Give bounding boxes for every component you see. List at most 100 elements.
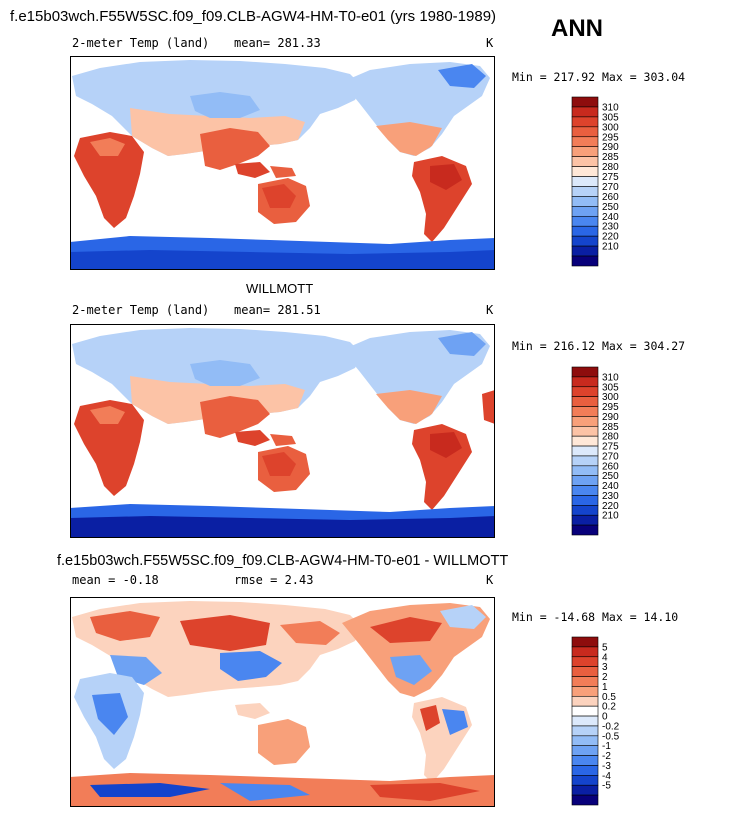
- colorbar-cell: [571, 116, 599, 128]
- colorbar-cell: [571, 636, 599, 648]
- colorbar-cell: [571, 676, 599, 687]
- colorbar-cell: [571, 445, 599, 457]
- colorbar-tick-label: 240: [602, 212, 619, 223]
- map-obs: [70, 324, 495, 538]
- season-label: ANN: [551, 15, 603, 42]
- colorbar-cell: [571, 166, 599, 177]
- colorbar-cell: [571, 255, 599, 267]
- colorbar-tick-label: 295: [602, 402, 619, 413]
- panel-model-minmax: Min = 217.92 Max = 303.04: [512, 70, 686, 84]
- colorbar-cell: [571, 225, 599, 237]
- colorbar-tick-label: 210: [602, 511, 619, 522]
- colorbar-cell: [571, 705, 599, 717]
- map-diff-frame: [70, 597, 495, 807]
- colorbar-tick-label: -0.2: [602, 721, 620, 732]
- panel-obs-minmax: Min = 216.12 Max = 304.27: [512, 339, 686, 353]
- panel-obs-units: K: [486, 303, 494, 317]
- colorbar-tick-label: -2: [602, 751, 611, 762]
- colorbar-cell: [571, 156, 599, 167]
- colorbar-tick-label: 285: [602, 152, 619, 163]
- colorbar-tick-label: 230: [602, 222, 619, 233]
- colorbar-tick-label: 250: [602, 471, 619, 482]
- map-diff: [70, 597, 495, 807]
- colorbar-cell: [571, 495, 599, 506]
- colorbar-cell: [571, 96, 599, 108]
- colorbar-obs: 3103053002952902852802752702602502402302…: [571, 366, 619, 536]
- colorbar-tick-label: 275: [602, 172, 619, 183]
- colorbar-cell: [571, 126, 599, 138]
- panel-obs-title: WILLMOTT: [246, 281, 314, 296]
- colorbar-tick-label: 305: [602, 112, 619, 123]
- colorbar-cell: [571, 386, 599, 397]
- colorbar-tick-label: 300: [602, 122, 619, 133]
- colorbar-cell: [571, 406, 599, 417]
- colorbar-tick-label: 310: [602, 102, 619, 113]
- colorbar-tick-label: 295: [602, 132, 619, 143]
- colorbar-cell: [571, 435, 599, 447]
- colorbar-cell: [571, 715, 599, 727]
- colorbar-cell: [571, 765, 599, 776]
- colorbar-cell: [571, 176, 599, 187]
- colorbar-tick-label: 220: [602, 232, 619, 243]
- panel-diff-minmax: Min = -14.68 Max = 14.10: [512, 610, 679, 624]
- colorbar-cell: [571, 695, 599, 707]
- colorbar-cell: [571, 136, 599, 148]
- colorbar-tick-label: 0: [602, 712, 608, 723]
- colorbar-cell: [571, 245, 599, 257]
- land-diff: [70, 601, 495, 807]
- colorbar-cell: [571, 465, 599, 477]
- colorbar-tick-label: 270: [602, 182, 619, 193]
- land-obs: [70, 328, 495, 538]
- colorbar-cell: [571, 416, 599, 427]
- colorbar-cell: [571, 646, 599, 658]
- panel-model-variable: 2-meter Temp (land): [72, 36, 210, 50]
- panel-model-units: K: [486, 36, 494, 50]
- colorbar-cell: [571, 524, 599, 536]
- colorbar-tick-label: 285: [602, 422, 619, 433]
- panel-obs-variable: 2-meter Temp (land): [72, 303, 210, 317]
- panel-obs-mean: mean= 281.51: [234, 303, 321, 317]
- colorbar-cell: [571, 146, 599, 157]
- colorbar-tick-label: 280: [602, 432, 619, 443]
- colorbar-cell: [571, 425, 599, 437]
- colorbar-tick-label: -4: [602, 771, 611, 782]
- colorbar-cell: [571, 794, 599, 806]
- colorbar-cell: [571, 735, 599, 747]
- colorbar-tick-label: 290: [602, 412, 619, 423]
- colorbar-cell: [571, 475, 599, 486]
- colorbar-cell: [571, 235, 599, 247]
- colorbar-tick-label: 290: [602, 142, 619, 153]
- map-model: [70, 56, 495, 270]
- colorbar-tick-label: 3: [602, 662, 608, 673]
- colorbar-tick-label: -5: [602, 781, 611, 792]
- colorbar-tick-label: 275: [602, 442, 619, 453]
- panel-model-mean: mean= 281.33: [234, 36, 321, 50]
- colorbar-cell: [571, 186, 599, 197]
- colorbar-tick-label: 300: [602, 392, 619, 403]
- colorbar-cell: [571, 106, 599, 118]
- map-model-frame: [70, 56, 495, 270]
- colorbar-cell: [571, 784, 599, 796]
- colorbar-tick-label: 0.5: [602, 692, 616, 703]
- colorbar-tick-label: 310: [602, 372, 619, 383]
- colorbar-cell: [571, 396, 599, 407]
- panel-diff-rmse: rmse = 2.43: [234, 573, 314, 587]
- colorbar-cell: [571, 514, 599, 526]
- colorbar-tick-label: 240: [602, 481, 619, 492]
- colorbar-tick-label: -3: [602, 761, 611, 772]
- colorbar-cell: [571, 775, 599, 786]
- panel-diff-units: K: [486, 573, 494, 587]
- colorbar-tick-label: 210: [602, 242, 619, 253]
- colorbar-tick-label: 2: [602, 672, 608, 683]
- colorbar-tick-label: 1: [602, 682, 608, 693]
- colorbar-tick-label: 250: [602, 202, 619, 213]
- colorbar-cell: [571, 196, 599, 207]
- colorbar-cell: [571, 686, 599, 697]
- map-obs-frame: [70, 324, 495, 538]
- colorbar-cell: [571, 206, 599, 217]
- colorbar-tick-label: -1: [602, 741, 611, 752]
- colorbar-model: 3103053002952902852802752702602502402302…: [571, 96, 619, 267]
- colorbar-cell: [571, 666, 599, 677]
- colorbar-tick-label: 220: [602, 501, 619, 512]
